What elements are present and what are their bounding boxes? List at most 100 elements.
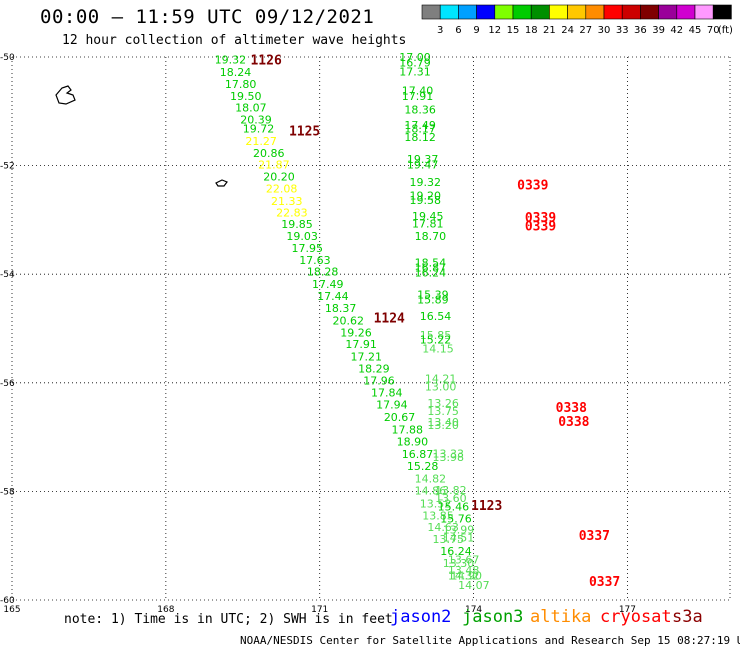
swh-value-label: 17.44 [317, 290, 349, 303]
swh-value-label: 19.20 [409, 189, 441, 202]
swh-value-label: 19.58 [409, 194, 441, 207]
scale-tick-label: 18 [525, 25, 538, 36]
satellite-s3a: s3a [672, 607, 703, 627]
swh-value-label: 21.87 [258, 159, 290, 172]
scale-tick-label: 42 [670, 25, 683, 36]
swh-value-label: 17.21 [350, 351, 382, 364]
swh-value-label: 14.51 [443, 532, 475, 545]
swh-value-label: 18.07 [235, 101, 266, 114]
footer-credit: NOAA/NESDIS Center for Satellite Applica… [240, 634, 740, 647]
swh-value-label: 14.82 [415, 472, 447, 485]
swh-value-label: 13.48 [448, 564, 480, 577]
y-tick-label: -50 [0, 53, 15, 63]
pass-time-label: 1123 [471, 499, 502, 514]
swh-value-label: 17.63 [299, 254, 331, 267]
swh-value-label: 15.46 [438, 501, 470, 514]
swh-value-label: 18.17 [404, 123, 436, 136]
swh-value-label: 18.12 [404, 131, 436, 144]
swh-value-label: 17.88 [392, 423, 424, 436]
y-tick-label: -52 [0, 162, 15, 172]
pass-time-label: 0337 [589, 575, 620, 590]
scale-tick-label: 45 [689, 25, 702, 36]
scale-tick-label: 9 [473, 25, 479, 36]
swh-value-label: 19.85 [281, 218, 313, 231]
scale-tick-label: 33 [616, 25, 629, 36]
swh-value-label: 17.49 [404, 119, 436, 132]
swh-value-label: 22.83 [276, 206, 308, 219]
swh-value-label: 16.87 [402, 448, 434, 461]
swh-value-label: 17.40 [402, 85, 434, 98]
swh-value-label: 14.86 [415, 484, 447, 497]
x-tick-label: 168 [157, 605, 174, 615]
island-outline [215, 179, 228, 187]
swh-value-label: 16.79 [399, 56, 431, 69]
swh-value-label: 19.50 [230, 90, 262, 103]
scale-tick-label: 6 [455, 25, 461, 36]
swh-value-label: 18.24 [220, 66, 252, 79]
swh-value-label: 13.60 [435, 492, 467, 505]
swh-value-label: 14.21 [425, 372, 457, 385]
swh-value-label: 19.03 [286, 230, 318, 243]
swh-value-label: 18.37 [325, 302, 357, 315]
swh-value-label: 17.80 [225, 78, 256, 91]
swh-value-label: 15.39 [417, 288, 449, 301]
swh-value-label: 17.84 [371, 387, 403, 400]
x-tick-label: 171 [311, 605, 328, 615]
swh-value-label: 13.20 [427, 419, 459, 432]
chart-subtitle: 12 hour collection of altimeter wave hei… [62, 33, 407, 48]
swh-value-label: 17.49 [312, 278, 344, 291]
swh-value-label: 13.98 [433, 451, 465, 464]
scale-tick-label: 39 [652, 25, 665, 36]
swh-value-label: 15.76 [440, 513, 472, 526]
swh-value-label: 19.37 [407, 153, 439, 166]
swh-value-label: 19.72 [243, 123, 274, 136]
color-scale-legend: 3 6 9 12 15 18 21 24 27 30 33 36 39 42 45 70(ft) [421, 4, 733, 36]
pass-time-label: 0337 [579, 529, 610, 544]
swh-value-label: 14.90 [450, 570, 482, 583]
scale-tick-label: 27 [579, 25, 592, 36]
swh-value-label: 19.45 [412, 210, 444, 223]
x-tick-label: 165 [3, 605, 20, 615]
scale-tick-label: 15 [507, 25, 520, 36]
swh-value-label: 18.90 [397, 435, 429, 448]
swh-value-label: 21.27 [245, 135, 277, 148]
satellite-altika: altika [530, 607, 592, 627]
chart-title: 00:00 – 11:59 UTC 09/12/2021 [40, 6, 375, 28]
swh-value-label: 18.70 [415, 230, 447, 243]
satellite-jason2: jason2 [390, 607, 452, 627]
swh-value-label: 16.87 [415, 262, 447, 275]
scale-tick-label: 30 [598, 25, 611, 36]
swh-value-label: 19.26 [340, 326, 372, 339]
swh-value-label: 13.52 [420, 497, 452, 510]
scale-swatch [712, 4, 732, 20]
island-outline [55, 85, 76, 105]
island-group [55, 85, 228, 187]
swh-value-label: 14.15 [422, 343, 454, 356]
scale-unit-label: (ft) [718, 25, 733, 36]
pass-time-label: 1124 [374, 312, 405, 327]
swh-value-label: 14.07 [458, 579, 490, 592]
swh-value-label: 13.75 [427, 405, 459, 418]
swh-value-label: 15.22 [420, 333, 452, 346]
y-tick-label: -54 [0, 270, 15, 280]
swh-value-label: 13.30 [443, 557, 475, 570]
units-note: note: 1) Time is in UTC; 2) SWH is in fe… [64, 612, 393, 627]
swh-value-label: 17.94 [376, 399, 408, 412]
swh-value-label: 20.62 [333, 314, 365, 327]
swh-value-label: 20.86 [253, 147, 284, 160]
swh-value-label: 17.00 [399, 51, 431, 64]
swh-value-label: 13.75 [433, 533, 465, 546]
pass-time-label: 1125 [289, 124, 320, 139]
swh-value-label: 14.32 [448, 570, 480, 583]
swh-value-label: 13.40 [427, 416, 459, 429]
swh-value-label: 17.91 [402, 90, 434, 103]
scale-tick-label: 21 [543, 25, 556, 36]
swh-value-label: 17.96 [363, 375, 395, 388]
swh-value-label: 16.54 [420, 310, 452, 323]
swh-value-label: 15.28 [407, 460, 439, 473]
swh-value-label: 13.67 [448, 553, 480, 566]
satellite-jason3: jason3 [462, 607, 524, 627]
swh-value-label: 18.28 [307, 265, 339, 278]
